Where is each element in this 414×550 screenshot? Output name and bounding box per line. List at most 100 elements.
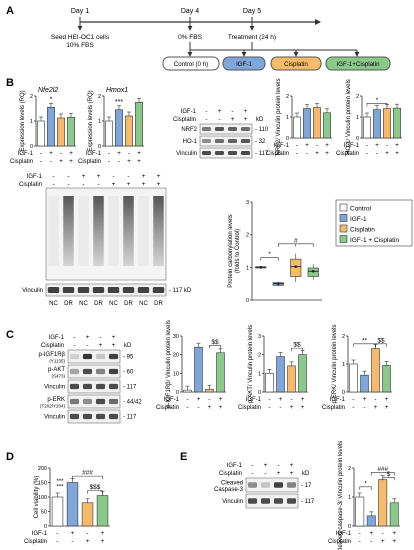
sign-cisplatin: - [86, 342, 88, 349]
sign-igf1: - [386, 142, 388, 149]
bar-2 [125, 115, 133, 147]
sign-cisplatin: + [381, 538, 385, 545]
group-box-cisplatin [270, 56, 322, 71]
sign-cisplatin: + [99, 342, 103, 349]
y-axis-label: p-ERK/ Vinculin protein levels [332, 325, 338, 404]
y-tick-label: 3 [258, 334, 261, 340]
sign-cisplatin: + [385, 404, 389, 411]
bar-1 [115, 109, 123, 147]
blot-row-label: Vinculin [222, 499, 243, 505]
blot-row-label: p-ERK [47, 397, 65, 403]
kd-header: kD [302, 471, 310, 477]
sig-label: * [50, 96, 53, 103]
lane-label: NC [49, 301, 58, 307]
panel-label-a: A [6, 5, 14, 17]
sig-label-b: *** [56, 484, 64, 490]
group-box-igf1 [222, 56, 266, 71]
sig-label-bracket [291, 347, 303, 352]
blot-row-sublabel: (Y1135) [49, 359, 65, 364]
blot-band [260, 482, 271, 488]
blot-row-label: Cleaved [221, 481, 243, 487]
blot-band [201, 127, 212, 131]
sign-igf1: - [60, 150, 62, 157]
sign-cisplatin: - [82, 181, 84, 188]
sig-label-1: * [268, 251, 271, 258]
y-tick-label: 3 [246, 200, 249, 206]
y-tick-label: 2 [30, 94, 33, 100]
y-axis-label: Protein carbonylation levels [228, 214, 234, 287]
sign-cisplatin: + [208, 404, 212, 411]
day1-label: Day 1 [71, 8, 89, 15]
bar-2 [371, 348, 380, 393]
y-axis-label: Cleaved caspase-3/ Vinculin protein leve… [338, 441, 344, 550]
blot-band [240, 139, 251, 143]
sig-label: * [376, 97, 379, 104]
lane-label: NC [109, 301, 118, 307]
bar-2 [378, 479, 388, 527]
median-point [259, 266, 263, 269]
sign-igf1: - [277, 462, 279, 469]
sign-cisplatin: + [112, 181, 116, 188]
row-label-cisplatin: Cisplatin [328, 539, 351, 545]
y-tick-label: 0 [258, 390, 261, 396]
sign-igf1: + [305, 142, 309, 149]
blot-band [273, 498, 284, 504]
sig-label-1-bracket [359, 486, 372, 490]
y-axis-label: p-IGF1Rβ/ Vinculin protein levels [166, 320, 172, 408]
sign-igf1: + [219, 396, 223, 403]
row-label-igf1: IGF-1 [32, 531, 48, 537]
sig-label-2: $$ [377, 337, 385, 344]
y-tick-label: 20 [173, 353, 179, 359]
kd-header: kD [256, 117, 264, 123]
blot-band [47, 287, 60, 293]
blot-row-label: NRF2 [181, 127, 197, 133]
panel-label-d: D [6, 451, 14, 463]
sig-label-3-bracket [382, 476, 395, 481]
timeline: Day 1 Day 4 Day 5 Seed HEI-OC1 cells 10%… [51, 8, 391, 71]
row-label-cisplatin: Cisplatin [266, 151, 289, 157]
blot-row-label: Vinculin [176, 151, 197, 157]
legend-label-cisplatin: Cisplatin [350, 227, 375, 234]
y-tick-label: 0 [342, 390, 345, 396]
bar-2 [57, 117, 65, 147]
bar-0 [37, 120, 45, 147]
blot-band [137, 287, 150, 293]
sign-cisplatin: - [363, 404, 365, 411]
sig-bracket-1 [260, 257, 279, 261]
sign-igf1: - [127, 173, 129, 180]
blot-kd: - 60 [123, 370, 134, 376]
chart-cell-viability: 0 50 100 150 200 Cell viability (%) IGF-1 Cispl… [24, 466, 110, 545]
sig-label-2: ### [377, 466, 388, 473]
y-tick-label: 1 [356, 115, 359, 121]
sign-cisplatin: + [385, 150, 389, 157]
bar-1 [366, 515, 376, 527]
sign-igf1: - [73, 334, 75, 341]
chart-carbonylation-boxplot: 0 1 2 3 Protein carbonylation levels (folds t… [228, 200, 322, 304]
blot-strip [199, 135, 253, 147]
sign-igf1: + [244, 108, 248, 115]
sign-igf1: + [69, 150, 73, 157]
blot-band [108, 413, 119, 420]
gene-name: Hmox1 [106, 87, 128, 94]
y-tick-label: 1 [30, 119, 33, 125]
sign-igf1: - [40, 150, 42, 157]
blot-strip [199, 123, 253, 135]
sign-igf1: + [97, 173, 101, 180]
sign-igf1: - [112, 173, 114, 180]
sign-igf1: + [112, 334, 116, 341]
sign-igf1: - [208, 396, 210, 403]
blot-band [260, 498, 271, 504]
blot-band [95, 398, 106, 405]
blot-band [69, 413, 80, 420]
sig-label-2: # [294, 237, 298, 244]
blot-band [69, 353, 80, 360]
bar-3 [135, 101, 143, 147]
blot-band [108, 353, 119, 360]
blot-kd: - 117 [123, 415, 137, 421]
sign-cisplatin: - [71, 538, 73, 545]
y-tick-label: 0 [286, 136, 289, 142]
row-label-igf1: IGF-1 [344, 143, 360, 149]
sign-igf1: + [385, 396, 389, 403]
sign-cisplatin: + [395, 150, 399, 157]
blot-band [286, 482, 297, 488]
